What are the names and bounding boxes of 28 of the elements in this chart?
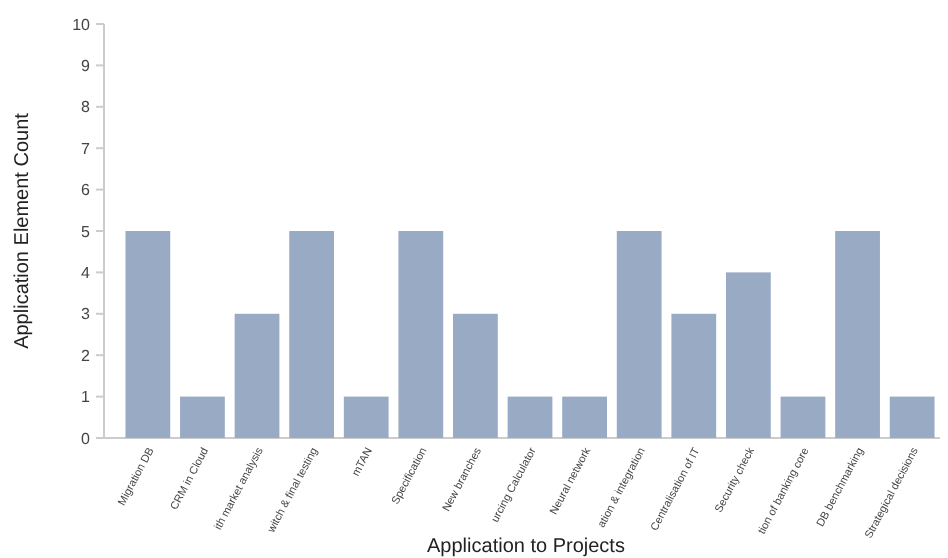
bar bbox=[835, 231, 880, 438]
y-tick-label: 9 bbox=[81, 57, 92, 75]
bar bbox=[671, 313, 717, 438]
bar bbox=[507, 396, 553, 438]
y-tick-label: 5 bbox=[81, 222, 92, 241]
y-tick-label: 1 bbox=[81, 388, 92, 407]
y-tick-label: 6 bbox=[81, 181, 92, 200]
bar bbox=[889, 396, 935, 438]
bar bbox=[780, 396, 826, 438]
y-axis-title: Application Element Count bbox=[12, 112, 34, 349]
y-tick-label: 0 bbox=[81, 429, 92, 448]
bar bbox=[562, 396, 607, 438]
bar bbox=[289, 231, 335, 438]
bar bbox=[234, 313, 280, 438]
bar bbox=[725, 272, 771, 438]
bar bbox=[398, 231, 444, 438]
bar bbox=[453, 313, 498, 438]
bar bbox=[616, 231, 662, 438]
y-tick-label: 2 bbox=[81, 346, 92, 365]
y-tick-label: 7 bbox=[81, 139, 92, 158]
y-tick-label: 3 bbox=[81, 305, 92, 324]
bar bbox=[343, 396, 389, 438]
y-tick-label: 10 bbox=[72, 15, 92, 34]
y-tick-label: 4 bbox=[81, 264, 92, 282]
y-tick-label: 8 bbox=[81, 98, 92, 117]
bar bbox=[125, 231, 171, 438]
bar bbox=[180, 396, 225, 438]
x-axis-title: Application to Projects bbox=[427, 536, 625, 558]
